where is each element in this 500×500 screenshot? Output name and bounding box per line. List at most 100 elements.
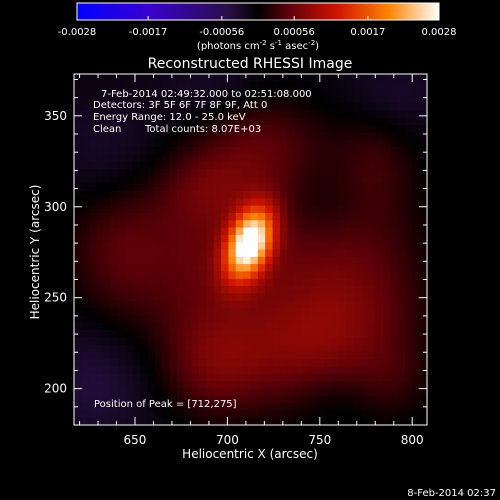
heatmap-cell [96, 88, 105, 97]
heatmap-cell [375, 227, 384, 236]
heatmap-cell [346, 271, 355, 280]
heatmap-cell [368, 183, 377, 192]
heatmap-cell [162, 417, 171, 425]
heatmap-cell [390, 286, 399, 294]
heatmap-cell [88, 271, 97, 280]
heatmap-cell [88, 183, 97, 192]
heatmap-cell [390, 344, 399, 353]
heatmap-cell [140, 227, 149, 236]
heatmap-cell [140, 110, 149, 119]
heatmap-cell [257, 242, 266, 251]
heatmap-cell [169, 249, 178, 258]
heatmap-cell [132, 351, 141, 360]
heatmap-cell [404, 95, 413, 104]
heatmap-cell [287, 117, 296, 126]
heatmap-cell [169, 88, 178, 97]
heatmap-cell [221, 81, 230, 90]
heatmap-cell [257, 191, 266, 199]
heatmap-cell [316, 169, 325, 177]
heatmap-cell [390, 300, 399, 309]
heatmap-cell [390, 278, 399, 287]
heatmap-cell [419, 88, 427, 97]
heatmap-cell [96, 169, 105, 177]
heatmap-cell [250, 359, 259, 368]
heatmap-cell [140, 88, 149, 97]
heatmap-cell [412, 183, 421, 192]
heatmap-cell [309, 74, 318, 82]
heatmap-cell [309, 417, 318, 425]
heatmap-cell [243, 278, 252, 287]
heatmap-cell [221, 322, 230, 331]
heatmap-cell [147, 300, 156, 309]
heatmap-cell [265, 176, 274, 185]
heatmap-cell [294, 169, 303, 177]
heatmap-cell [375, 220, 384, 229]
heatmap-cell [412, 278, 421, 287]
heatmap-cell [81, 381, 90, 390]
heatmap-cell [294, 103, 303, 112]
heatmap-cell [309, 154, 318, 163]
heatmap-cell [360, 344, 369, 353]
heatmap-cell [110, 132, 119, 141]
heatmap-cell [176, 212, 185, 221]
heatmap-cell [397, 88, 406, 97]
heatmap-cell [397, 117, 406, 126]
heatmap-cell [74, 264, 82, 273]
heatmap-cell [191, 161, 200, 170]
heatmap-cell [331, 271, 340, 280]
heatmap-cell [346, 256, 355, 265]
heatmap-cell [96, 176, 105, 185]
heatmap-cell [412, 417, 421, 425]
heatmap-cell [412, 191, 421, 199]
heatmap-cell [184, 417, 193, 425]
heatmap-cell [132, 125, 141, 134]
heatmap-cell [301, 249, 310, 258]
heatmap-cell [368, 300, 377, 309]
heatmap-cell [279, 103, 288, 112]
heatmap-cell [103, 220, 112, 229]
heatmap-cell [353, 337, 362, 346]
heatmap-cell [257, 125, 266, 134]
heatmap-cell [324, 139, 332, 148]
heatmap-cell [272, 308, 281, 316]
heatmap-cell [412, 205, 421, 214]
heatmap-cell [309, 88, 318, 97]
heatmap-cell [412, 161, 421, 170]
heatmap-cell [81, 271, 90, 280]
heatmap-cell [272, 132, 281, 141]
heatmap-cell [125, 95, 134, 104]
heatmap-cell [279, 300, 288, 309]
heatmap-cell [338, 359, 347, 368]
heatmap-cell [404, 286, 413, 294]
heatmap-cell [265, 220, 274, 229]
heatmap-cell [110, 381, 119, 390]
heatmap-cell [132, 183, 141, 192]
heatmap-cell [169, 103, 178, 112]
heatmap-cell [279, 256, 288, 265]
heatmap-cell [206, 337, 215, 346]
heatmap-cell [184, 256, 193, 265]
heatmap-cell [353, 95, 362, 104]
heatmap-cell [265, 227, 274, 236]
heatmap-cell [279, 344, 288, 353]
heatmap-cell [397, 264, 406, 273]
heatmap-cell [228, 147, 237, 156]
heatmap-cell [96, 366, 105, 375]
heatmap-cell [96, 322, 105, 331]
heatmap-cell [279, 329, 288, 338]
heatmap-cell [235, 220, 244, 229]
heatmap-cell [382, 154, 391, 163]
heatmap-cell [169, 125, 178, 134]
heatmap-cell [132, 249, 141, 258]
heatmap-cell [331, 95, 340, 104]
heatmap-cell [228, 286, 237, 294]
heatmap-cell [360, 293, 369, 302]
heatmap-cell [360, 227, 369, 236]
heatmap-cell [199, 212, 207, 221]
heatmap-cell [257, 110, 266, 119]
heatmap-cell [331, 308, 340, 316]
heatmap-cell [419, 132, 427, 141]
heatmap-cell [176, 161, 185, 170]
heatmap-cell [382, 169, 391, 177]
heatmap-cell [125, 249, 134, 258]
